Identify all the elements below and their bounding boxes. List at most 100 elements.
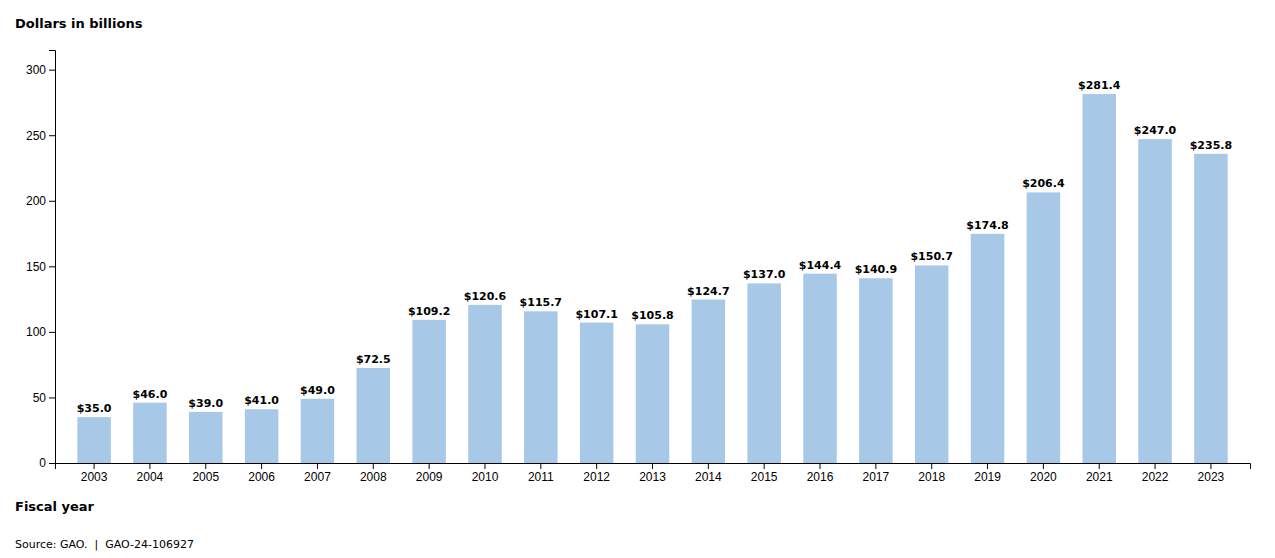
data-label: $281.4 [1078,79,1121,92]
bar [412,320,446,463]
x-tick-mark [94,463,95,469]
x-tick: 2022 [1142,463,1169,484]
x-tick: 2023 [1198,463,1225,484]
y-tick-mark [49,70,55,71]
data-label: $174.8 [966,219,1008,232]
y-tick-mark [49,201,55,202]
x-tick: 2014 [695,463,722,484]
bar [747,283,781,463]
data-label: $115.7 [520,296,562,309]
x-tick-label: 2007 [304,470,331,484]
bar [133,403,167,463]
y-tick-mark [49,135,55,136]
bar [1082,94,1116,463]
bar [245,409,279,463]
bar [189,412,223,463]
x-axis-title: Fiscal year [15,499,95,514]
x-tick-label: 2021 [1086,470,1113,484]
y-tick-label: 250 [26,129,46,143]
x-tick: 2003 [81,463,108,484]
x-tick-mark [205,463,206,469]
x-tick: 2015 [751,463,778,484]
x-tick-label: 2013 [639,470,666,484]
x-tick-mark [987,463,988,469]
x-tick-label: 2023 [1198,470,1225,484]
x-tick-mark [429,463,430,469]
x-tick-mark [1099,463,1100,469]
x-tick-label: 2017 [863,470,890,484]
x-tick-label: 2004 [137,470,164,484]
bar [301,399,335,463]
x-tick: 2010 [472,463,499,484]
y-tick-mark [49,397,55,398]
x-tick-mark [540,463,541,469]
data-label: $144.4 [799,259,842,272]
x-tick-mark [317,463,318,469]
y-axis-line [49,51,56,464]
x-tick-label: 2010 [472,470,499,484]
x-tick: 2018 [918,463,945,484]
y-tick-label: 150 [26,260,46,274]
data-label: $41.0 [244,394,279,407]
x-tick-mark [596,463,597,469]
x-tick-label: 2019 [974,470,1001,484]
x-tick: 2021 [1086,463,1113,484]
y-axis: 050100150200250300 [26,51,56,471]
y-tick: 200 [26,194,55,208]
data-label: $120.6 [464,290,507,303]
bar [1194,154,1228,463]
x-tick-mark [1155,463,1156,469]
x-tick-label: 2014 [695,470,722,484]
x-tick-label: 2005 [192,470,219,484]
x-tick: 2017 [863,463,890,484]
x-tick-label: 2020 [1030,470,1057,484]
data-label: $140.9 [855,263,897,276]
data-label: $235.8 [1190,139,1232,152]
data-label: $137.0 [743,268,786,281]
x-tick-mark [652,463,653,469]
x-tick: 2004 [137,463,164,484]
x-tick: 2012 [583,463,610,484]
y-axis-title: Dollars in billions [15,16,143,31]
x-tick-label: 2012 [583,470,610,484]
x-tick-label: 2022 [1142,470,1169,484]
x-tick-mark [1210,463,1211,469]
x-tick-label: 2016 [807,470,834,484]
x-tick-mark [764,463,765,469]
x-tick-mark [708,463,709,469]
bar [524,311,558,463]
bar [915,265,949,463]
bar [1138,139,1172,463]
y-tick-label: 300 [26,63,46,77]
bar [636,324,670,463]
y-tick: 250 [26,129,55,143]
x-axis-line [56,464,1251,470]
data-label: $35.0 [77,402,112,415]
x-tick: 2013 [639,463,666,484]
data-label: $124.7 [687,285,729,298]
data-label: $109.2 [408,305,450,318]
data-label: $206.4 [1022,177,1065,190]
data-label: $107.1 [575,308,617,321]
x-tick: 2009 [416,463,443,484]
x-tick-mark [931,463,932,469]
bar [1027,192,1061,463]
x-tick-mark [484,463,485,469]
bar [971,234,1005,463]
x-tick: 2011 [528,463,554,484]
bars [77,94,1227,463]
bar [859,278,893,463]
y-tick-mark [49,463,55,464]
annotation: Source: GAO. | GAO-24-106927 [15,538,194,551]
bar [580,323,614,463]
x-tick: 2019 [974,463,1001,484]
chart: 0501001502002503002003200420052006200720… [0,0,1275,558]
bar [692,300,726,463]
data-label: $105.8 [631,309,673,322]
data-labels: $35.0$46.0$39.0$41.0$49.0$72.5$109.2$120… [77,79,1232,415]
x-tick-label: 2018 [918,470,945,484]
data-label: $72.5 [356,353,391,366]
bar [468,305,502,463]
data-label: $247.0 [1134,124,1177,137]
x-tick-label: 2008 [360,470,387,484]
